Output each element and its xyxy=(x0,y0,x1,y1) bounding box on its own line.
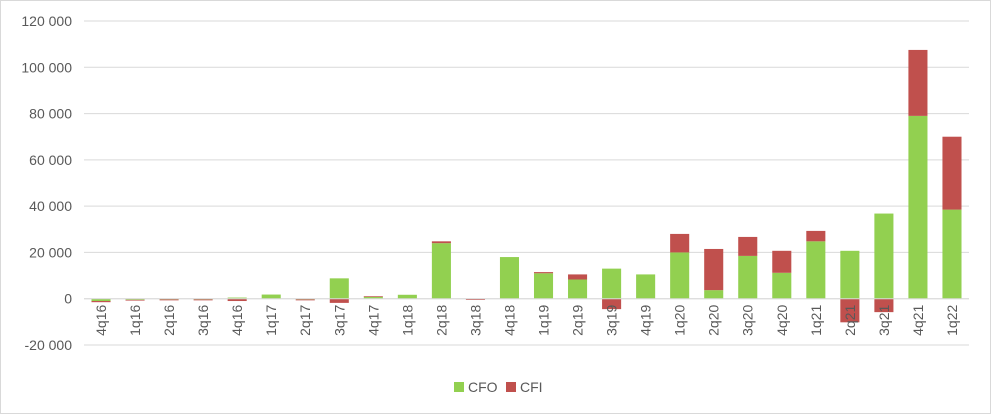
bar-cfi-4q21 xyxy=(908,49,928,116)
bar-cfo-2q21 xyxy=(840,250,860,299)
bar-cfi-3q18 xyxy=(465,298,485,300)
y-tick-label: 80 000 xyxy=(29,106,72,122)
y-tick-label: 20 000 xyxy=(29,244,72,260)
x-tick-label: 3q17 xyxy=(331,305,347,336)
x-tick-label: 1q16 xyxy=(127,305,143,336)
bar-cfo-4q16 xyxy=(227,297,247,299)
bar-cfo-2q19 xyxy=(568,279,588,299)
bar-cfo-3q17 xyxy=(329,278,349,299)
bar-cfi-1q16 xyxy=(125,299,145,301)
y-tick-label: 100 000 xyxy=(21,59,72,75)
x-tick-label: 3q21 xyxy=(876,305,892,336)
bar-cfi-1q22 xyxy=(942,136,962,210)
bar-cfo-2q20 xyxy=(704,290,724,299)
bar-cfi-3q16 xyxy=(193,299,213,301)
bar-cfo-4q19 xyxy=(636,274,656,299)
bar-cfi-2q19 xyxy=(568,274,588,280)
x-tick-label: 2q21 xyxy=(842,305,858,336)
y-tick-label: -20 000 xyxy=(25,337,73,353)
x-axis-tick-labels: 4q16 1q16 2q16 3q16 4q16 1q17 2q17 3q17 4q17 1q18… xyxy=(93,305,960,336)
x-tick-label: 4q16 xyxy=(229,305,245,336)
bar-cfi-3q21 xyxy=(874,298,894,313)
x-tick-label: 4q21 xyxy=(910,305,926,336)
legend-swatch-cfo xyxy=(454,382,464,392)
x-tick-label: 1q18 xyxy=(399,305,415,336)
legend-label-cfi: CFI xyxy=(520,379,543,395)
bar-cfi-4q20 xyxy=(772,250,792,273)
bars xyxy=(84,49,969,323)
x-tick-label: 4q20 xyxy=(774,305,790,336)
bar-cfo-4q21 xyxy=(908,115,928,299)
bar-cfo-3q19 xyxy=(602,268,622,299)
bar-cfo-4q16 xyxy=(91,298,111,302)
bar-cfo-3q21 xyxy=(874,213,894,299)
x-tick-label: 2q20 xyxy=(706,305,722,336)
bar-cfi-1q20 xyxy=(670,233,690,253)
y-tick-label: 0 xyxy=(64,291,72,307)
legend-swatch-cfi xyxy=(506,382,516,392)
bar-cfo-1q17 xyxy=(261,294,281,299)
bar-cfo-1q20 xyxy=(670,252,690,299)
x-tick-label: 1q19 xyxy=(536,305,552,336)
legend-label-cfo: CFO xyxy=(468,379,498,395)
bar-cfi-4q16 xyxy=(227,298,247,302)
y-tick-label: 60 000 xyxy=(29,152,72,168)
bar-cfo-4q20 xyxy=(772,272,792,299)
bar-cfi-1q21 xyxy=(806,230,826,242)
x-tick-label: 1q22 xyxy=(944,305,960,336)
bar-cfi-1q19 xyxy=(533,272,554,274)
bar-cfo-2q18 xyxy=(431,243,451,299)
x-tick-label: 1q21 xyxy=(808,305,824,336)
x-tick-label: 1q17 xyxy=(263,305,279,336)
x-tick-label: 4q16 xyxy=(93,305,109,336)
bar-cfo-4q17 xyxy=(363,296,383,299)
bar-cfi-4q16 xyxy=(91,301,111,303)
bar-cfo-1q18 xyxy=(397,294,417,299)
bar-cfi-3q17 xyxy=(329,298,349,303)
x-tick-label: 2q19 xyxy=(570,305,586,336)
bar-cfi-2q18 xyxy=(431,241,451,244)
x-tick-label: 4q17 xyxy=(365,305,381,336)
x-tick-label: 2q17 xyxy=(297,305,313,336)
bar-cfo-1q16 xyxy=(125,298,145,300)
y-tick-label: 120 000 xyxy=(21,13,72,29)
gridlines xyxy=(84,20,969,346)
bar-cfi-2q21 xyxy=(840,298,860,323)
legend: CFO CFI xyxy=(454,379,543,395)
bar-cfo-3q20 xyxy=(738,255,758,299)
x-tick-label: 3q16 xyxy=(195,305,211,336)
x-tick-label: 3q19 xyxy=(604,305,620,336)
x-tick-label: 3q20 xyxy=(740,305,756,336)
bar-cfo-4q18 xyxy=(499,257,520,299)
y-axis-tick-labels: -20 000 0 20 000 40 000 60 000 80 000 100 000 1… xyxy=(21,13,72,353)
bar-cfi-2q16 xyxy=(159,299,179,301)
x-tick-label: 4q18 xyxy=(501,305,517,336)
bar-cfi-3q20 xyxy=(738,236,758,256)
x-tick-label: 1q20 xyxy=(672,305,688,336)
bar-cfi-3q19 xyxy=(602,298,622,310)
x-tick-label: 3q18 xyxy=(467,305,483,336)
bar-cfo-1q19 xyxy=(533,273,554,299)
bar-cfi-4q17 xyxy=(363,296,383,297)
x-tick-label: 2q18 xyxy=(433,305,449,336)
bar-cfi-2q17 xyxy=(295,299,315,301)
x-tick-label: 2q16 xyxy=(161,305,177,336)
bar-cfi-2q20 xyxy=(704,248,724,291)
bar-cfo-1q21 xyxy=(806,241,826,299)
y-tick-label: 40 000 xyxy=(29,198,72,214)
bar-cfo-1q22 xyxy=(942,209,962,299)
x-tick-label: 4q19 xyxy=(638,305,654,336)
